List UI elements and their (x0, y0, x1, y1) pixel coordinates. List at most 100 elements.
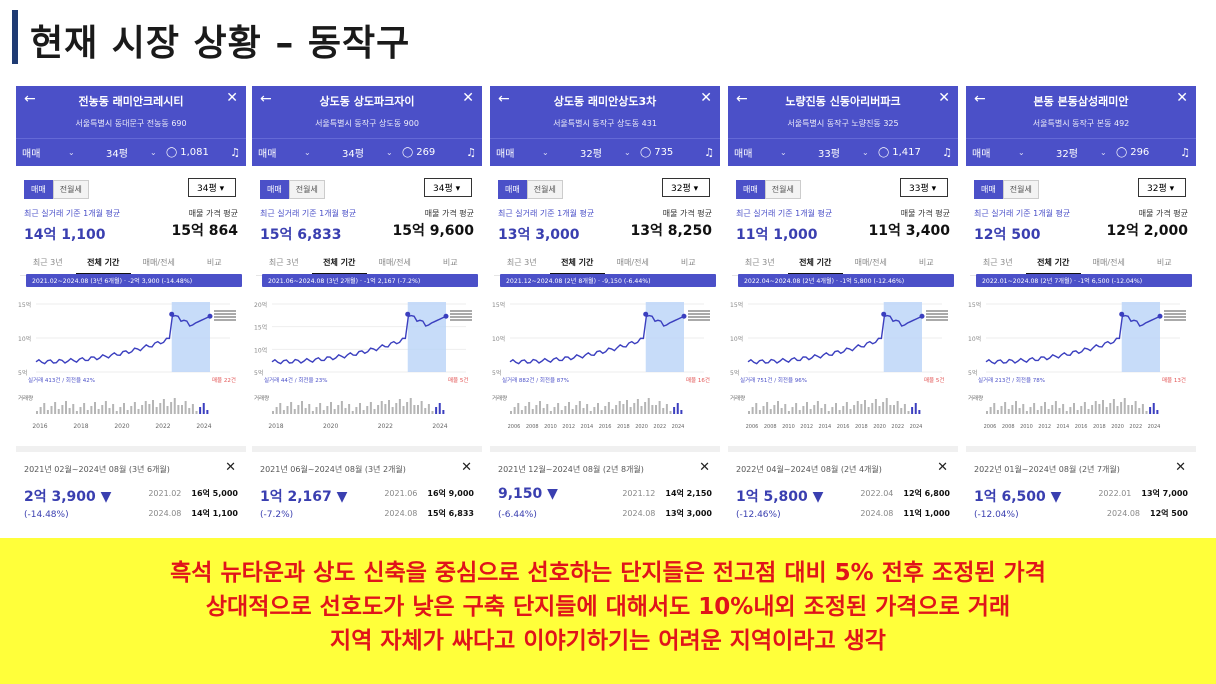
trade-type-select[interactable]: 매매 (972, 149, 991, 160)
tab-recent-3y[interactable]: 최근 3년 (268, 258, 299, 267)
bell-icon[interactable]: ♫ (466, 146, 476, 159)
tab-sale-rent[interactable]: 매매/전세 (616, 258, 649, 267)
price-chart[interactable]: 15억 10억 5억 2022.01~2024.08 (2년 7개월) · -1억 6… (966, 272, 1196, 436)
comments-button[interactable]: ◯ 1,081 (166, 147, 226, 158)
volume-label: 거래량 (492, 394, 507, 402)
bell-icon[interactable]: ♫ (704, 146, 714, 159)
period-banner-text: 2021.12~2024.08 (2년 8개월) · -9,150 (-6.44… (506, 277, 651, 285)
tab-compare[interactable]: 비교 (1156, 258, 1172, 267)
tab-recent-3y[interactable]: 최근 3년 (506, 258, 537, 267)
toggle-sale[interactable]: 매매 (24, 180, 53, 199)
volume-bar (1044, 402, 1046, 414)
comments-button[interactable]: ◯ 735 (640, 147, 700, 158)
close-icon[interactable]: ✕ (700, 90, 712, 106)
close-icon[interactable]: ✕ (461, 460, 472, 475)
size-select[interactable]: 34평 (342, 149, 364, 160)
volume-bar (1131, 405, 1133, 414)
x-tick-label: 2024 (1148, 424, 1161, 430)
tab-compare[interactable]: 비교 (442, 258, 458, 267)
trade-type-select[interactable]: 매매 (22, 149, 41, 160)
tab-sale-rent[interactable]: 매매/전세 (142, 258, 175, 267)
tab-compare[interactable]: 비교 (680, 258, 696, 267)
comments-button[interactable]: ◯ 1,417 (878, 147, 938, 158)
y-tick-label: 15억 (254, 324, 267, 332)
comments-button[interactable]: ◯ 296 (1116, 147, 1176, 158)
toggle-rent[interactable]: 전월세 (526, 180, 563, 199)
size-dropdown[interactable]: 34평 ▾ (188, 178, 236, 197)
volume-bar (1004, 402, 1007, 414)
bell-icon[interactable]: ♫ (1180, 146, 1190, 159)
tab-compare[interactable]: 비교 (918, 258, 934, 267)
size-select[interactable]: 34평 (106, 149, 128, 160)
volume-bar (304, 408, 307, 414)
price-chart[interactable]: 15억 10억 5억 2021.02~2024.08 (3년 6개월) · -2억 3… (16, 272, 246, 436)
close-icon[interactable]: ✕ (699, 460, 710, 475)
summary-line-2: 상대적으로 선호도가 낮은 구축 단지들에 대해서도 10%내외 조정된 가격으… (205, 594, 1011, 620)
tab-compare[interactable]: 비교 (206, 258, 222, 267)
toggle-sale[interactable]: 매매 (974, 180, 1003, 199)
close-icon[interactable]: ✕ (226, 90, 238, 106)
x-tick-label: 2010 (544, 424, 557, 430)
close-icon[interactable]: ✕ (1176, 90, 1188, 106)
listing-count-label: 매물 13건 (1162, 376, 1186, 384)
close-icon[interactable]: ✕ (937, 460, 948, 475)
back-arrow-icon[interactable]: ← (974, 91, 986, 107)
toggle-rent[interactable]: 전월세 (764, 180, 801, 199)
size-select[interactable]: 33평 (818, 149, 840, 160)
listing-avg-price: 15억 864 (171, 223, 238, 239)
price-chart[interactable]: 15억 10억 5억 2022.04~2024.08 (2년 4개월) · -1억 5… (728, 272, 958, 436)
volume-bar (366, 406, 369, 414)
card-toolbar: 매매 ⌄ 33평 ⌄ ◯ 1,417 ♫ (728, 138, 958, 166)
volume-bar (586, 404, 589, 414)
size-dropdown[interactable]: 34평 ▾ (424, 178, 472, 197)
size-dropdown[interactable]: 33평 ▾ (900, 178, 948, 197)
size-dropdown[interactable]: 32평 ▾ (662, 178, 710, 197)
back-arrow-icon[interactable]: ← (24, 91, 36, 107)
volume-bar (1047, 409, 1050, 414)
tab-sale-rent[interactable]: 매매/전세 (378, 258, 411, 267)
back-arrow-icon[interactable]: ← (498, 91, 510, 107)
volume-bar (126, 410, 129, 414)
listing-bar (450, 316, 472, 318)
close-icon[interactable]: ✕ (1175, 460, 1186, 475)
toggle-rent[interactable]: 전월세 (1002, 180, 1039, 199)
trade-type-select[interactable]: 매매 (258, 149, 277, 160)
volume-bar (191, 404, 194, 414)
volume-bar (402, 406, 405, 414)
tab-recent-3y[interactable]: 최근 3년 (982, 258, 1013, 267)
card-toolbar: 매매 ⌄ 32평 ⌄ ◯ 735 ♫ (490, 138, 720, 166)
volume-bar (791, 407, 794, 414)
toggle-sale[interactable]: 매매 (736, 180, 765, 199)
close-icon[interactable]: ✕ (225, 460, 236, 475)
volume-bar (344, 408, 347, 414)
comment-count: 1,417 (892, 147, 921, 158)
trade-type-select[interactable]: 매매 (734, 149, 753, 160)
tab-recent-3y[interactable]: 최근 3년 (744, 258, 775, 267)
volume-bar (806, 402, 808, 414)
trade-type-select[interactable]: 매매 (496, 149, 515, 160)
x-tick-label: 2008 (526, 424, 539, 430)
volume-bar (1091, 405, 1094, 414)
toggle-rent[interactable]: 전월세 (288, 180, 325, 199)
bell-icon[interactable]: ♫ (230, 146, 240, 159)
price-change-percent: (-6.44%) (498, 510, 537, 520)
tab-sale-rent[interactable]: 매매/전세 (854, 258, 887, 267)
from-price-row: 2021.06 16억 9,000 (384, 489, 474, 498)
card-header: ← 상도동 상도파크자이 ✕ 서울특별시 동작구 상도동 900 (252, 86, 482, 138)
close-icon[interactable]: ✕ (938, 90, 950, 106)
size-select[interactable]: 32평 (580, 149, 602, 160)
close-icon[interactable]: ✕ (462, 90, 474, 106)
toggle-rent[interactable]: 전월세 (52, 180, 89, 199)
tab-recent-3y[interactable]: 최근 3년 (32, 258, 63, 267)
bell-icon[interactable]: ♫ (942, 146, 952, 159)
price-chart[interactable]: 20억 15억 10억 5억 2021.06~2024.08 (3년 2개월) · -1… (252, 272, 482, 436)
comments-button[interactable]: ◯ 269 (402, 147, 462, 158)
size-select[interactable]: 32평 (1056, 149, 1078, 160)
toggle-sale[interactable]: 매매 (498, 180, 527, 199)
toggle-sale[interactable]: 매매 (260, 180, 289, 199)
back-arrow-icon[interactable]: ← (260, 91, 272, 107)
tab-sale-rent[interactable]: 매매/전세 (1092, 258, 1125, 267)
price-chart[interactable]: 15억 10억 5억 2021.12~2024.08 (2년 8개월) · -9,15… (490, 272, 720, 436)
back-arrow-icon[interactable]: ← (736, 91, 748, 107)
size-dropdown[interactable]: 32평 ▾ (1138, 178, 1186, 197)
